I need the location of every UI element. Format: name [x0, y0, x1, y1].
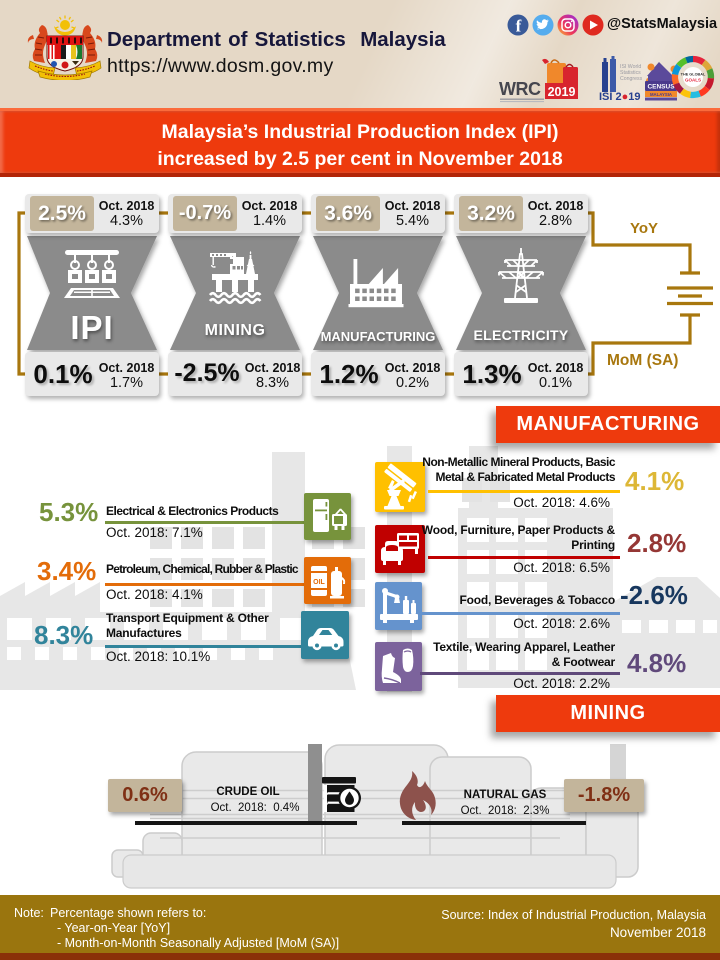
svg-text:2019: 2019 — [548, 85, 576, 99]
svg-text:MALAYSIA: MALAYSIA — [650, 92, 672, 97]
svg-text:THE GLOBAL: THE GLOBAL — [681, 73, 706, 77]
svg-text:OIL: OIL — [313, 579, 325, 586]
svg-text:GOALS: GOALS — [685, 78, 701, 83]
svg-text:f: f — [516, 17, 522, 36]
svg-text:ISI 2●19: ISI 2●19 — [599, 91, 641, 103]
svg-text:Congress: Congress — [620, 76, 643, 82]
svg-text:Statistics: Statistics — [620, 70, 641, 76]
svg-text:WRC: WRC — [499, 79, 541, 99]
svg-text:ISI World: ISI World — [620, 64, 641, 70]
svg-text:YoY: YoY — [630, 220, 658, 237]
svg-text:MoM (SA): MoM (SA) — [607, 352, 678, 369]
svg-text:CENSUS: CENSUS — [647, 84, 675, 91]
